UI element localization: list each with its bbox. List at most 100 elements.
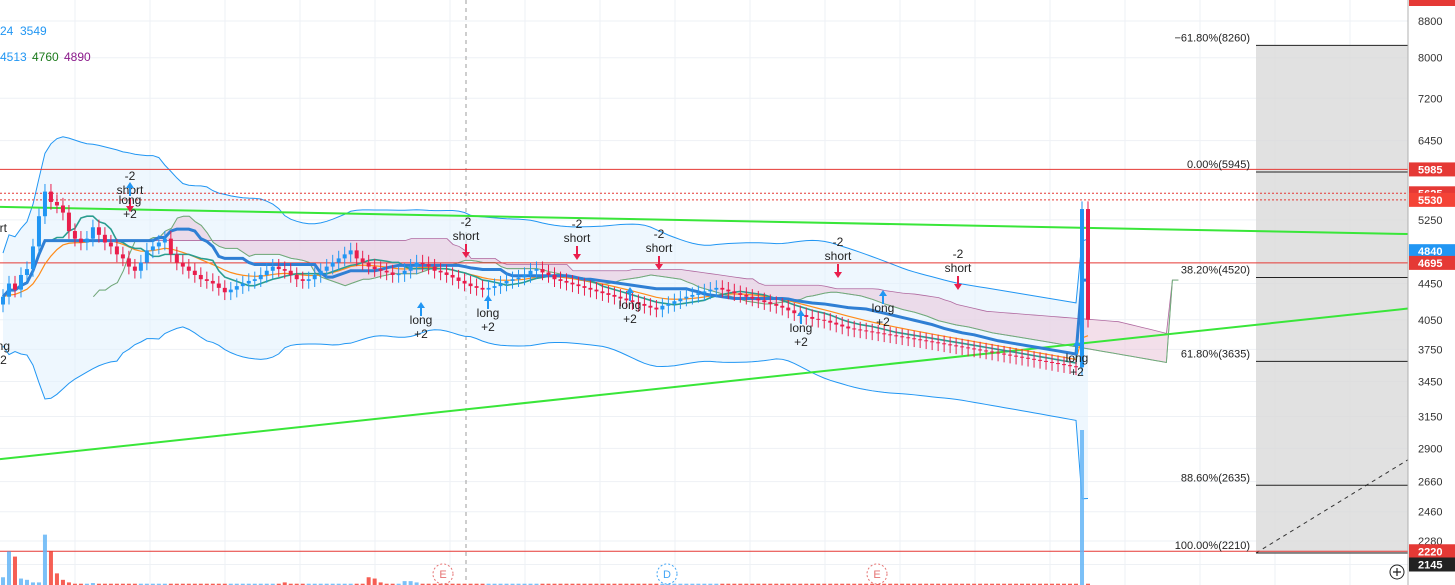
candle-body (234, 286, 239, 290)
volume-bar (246, 583, 251, 585)
volume-bar (402, 581, 407, 585)
volume-bar (792, 583, 797, 585)
candle-body (138, 262, 143, 271)
volume-bar (108, 583, 113, 585)
volume-bar (690, 583, 695, 585)
candle-body (942, 343, 947, 345)
volume-bar (744, 583, 749, 585)
candle-body (162, 238, 167, 243)
candle-body (768, 302, 773, 304)
volume-bar (150, 583, 155, 585)
volume-bar (894, 583, 899, 585)
candle-body (948, 344, 953, 346)
arrow-up-icon (484, 295, 492, 309)
price-tick-label: 6450 (1418, 136, 1442, 148)
volume-bar (822, 583, 827, 585)
fib-level-label: 61.80%(3635) (1181, 348, 1250, 360)
signal-label: short (453, 229, 480, 243)
volume-bar (768, 583, 773, 585)
candle-body (174, 254, 179, 263)
candle-body (900, 336, 905, 338)
volume-bar (1008, 583, 1013, 585)
volume-bar (618, 583, 623, 585)
candle-body (378, 269, 383, 271)
crosshair-plus-icon (1393, 568, 1401, 576)
candle-body (1080, 209, 1085, 368)
legend-value: 4513 (0, 50, 27, 64)
price-tag-top (1409, 0, 1455, 6)
candle-body (654, 307, 659, 310)
candle-body (684, 296, 689, 299)
candle-body (582, 286, 587, 288)
volume-bar (588, 583, 593, 585)
candle-body (348, 250, 353, 255)
volume-bar (474, 583, 479, 585)
candle-body (6, 283, 11, 297)
candle-body (96, 227, 101, 235)
volume-bar (516, 583, 521, 585)
volume-bar (216, 583, 221, 585)
price-tick-label: 4050 (1418, 315, 1442, 327)
candle-body (420, 262, 425, 265)
candle-body (564, 280, 569, 283)
volume-bar (1056, 583, 1061, 585)
volume-bar (900, 583, 905, 585)
volume-bar (522, 583, 527, 585)
candle-body (342, 254, 347, 259)
volume-bar (564, 583, 569, 585)
price-axis[interactable]: 8800 8000 7200 6450 5250 4450 4050 3750 3450 3150… (1389, 0, 1455, 585)
volume-bar (750, 583, 755, 585)
volume-bar (546, 583, 551, 585)
volume-bar (1062, 583, 1067, 585)
candle-body (1008, 354, 1013, 356)
fib-level-label: 0.00%(5945) (1187, 159, 1250, 171)
candle-body (156, 242, 161, 247)
trendlines[interactable] (0, 205, 1409, 461)
fib-dashed-trend (1255, 451, 1421, 554)
signal-label: short (564, 231, 591, 245)
volume-bar (132, 583, 137, 585)
signal-long: long+2 (619, 287, 641, 326)
signal-label: ong (0, 339, 10, 353)
volume-bar (456, 583, 461, 585)
volume-bar (210, 583, 215, 585)
candle-body (102, 234, 107, 243)
volume-bar (708, 583, 713, 585)
volume-bar (270, 583, 275, 585)
candle-body (30, 246, 35, 270)
candle-body (1086, 209, 1090, 320)
candle-body (444, 272, 449, 275)
volume-bar (102, 583, 107, 585)
candle-body (312, 274, 317, 280)
volume-bar (306, 583, 311, 585)
candle-body (42, 191, 47, 217)
arrow-down-icon (462, 244, 470, 258)
candle-body (516, 277, 521, 280)
volume-bar (576, 583, 581, 585)
kijun-line (1, 227, 1088, 356)
volume-bar (186, 583, 191, 585)
fib-level-label: −61.80%(8260) (1174, 32, 1250, 44)
volume-bar (192, 583, 197, 585)
volume-bar (702, 583, 707, 585)
volume-bar (1038, 583, 1043, 585)
volume-bar (966, 583, 971, 585)
candle-body (468, 283, 473, 287)
volume-bar (978, 583, 983, 585)
volume-bar (1068, 583, 1073, 585)
volume-bar (54, 573, 59, 585)
candle-body (300, 279, 305, 281)
volume-bar (924, 583, 929, 585)
candle-body (756, 298, 761, 301)
volume-bar (882, 583, 887, 585)
signal-label: -2 (833, 235, 844, 249)
volume-bar (162, 583, 167, 585)
volume-bar (498, 583, 503, 585)
price-tag-label: 4840 (1418, 246, 1442, 258)
candle-body (498, 283, 503, 287)
volume-bar (204, 583, 209, 585)
